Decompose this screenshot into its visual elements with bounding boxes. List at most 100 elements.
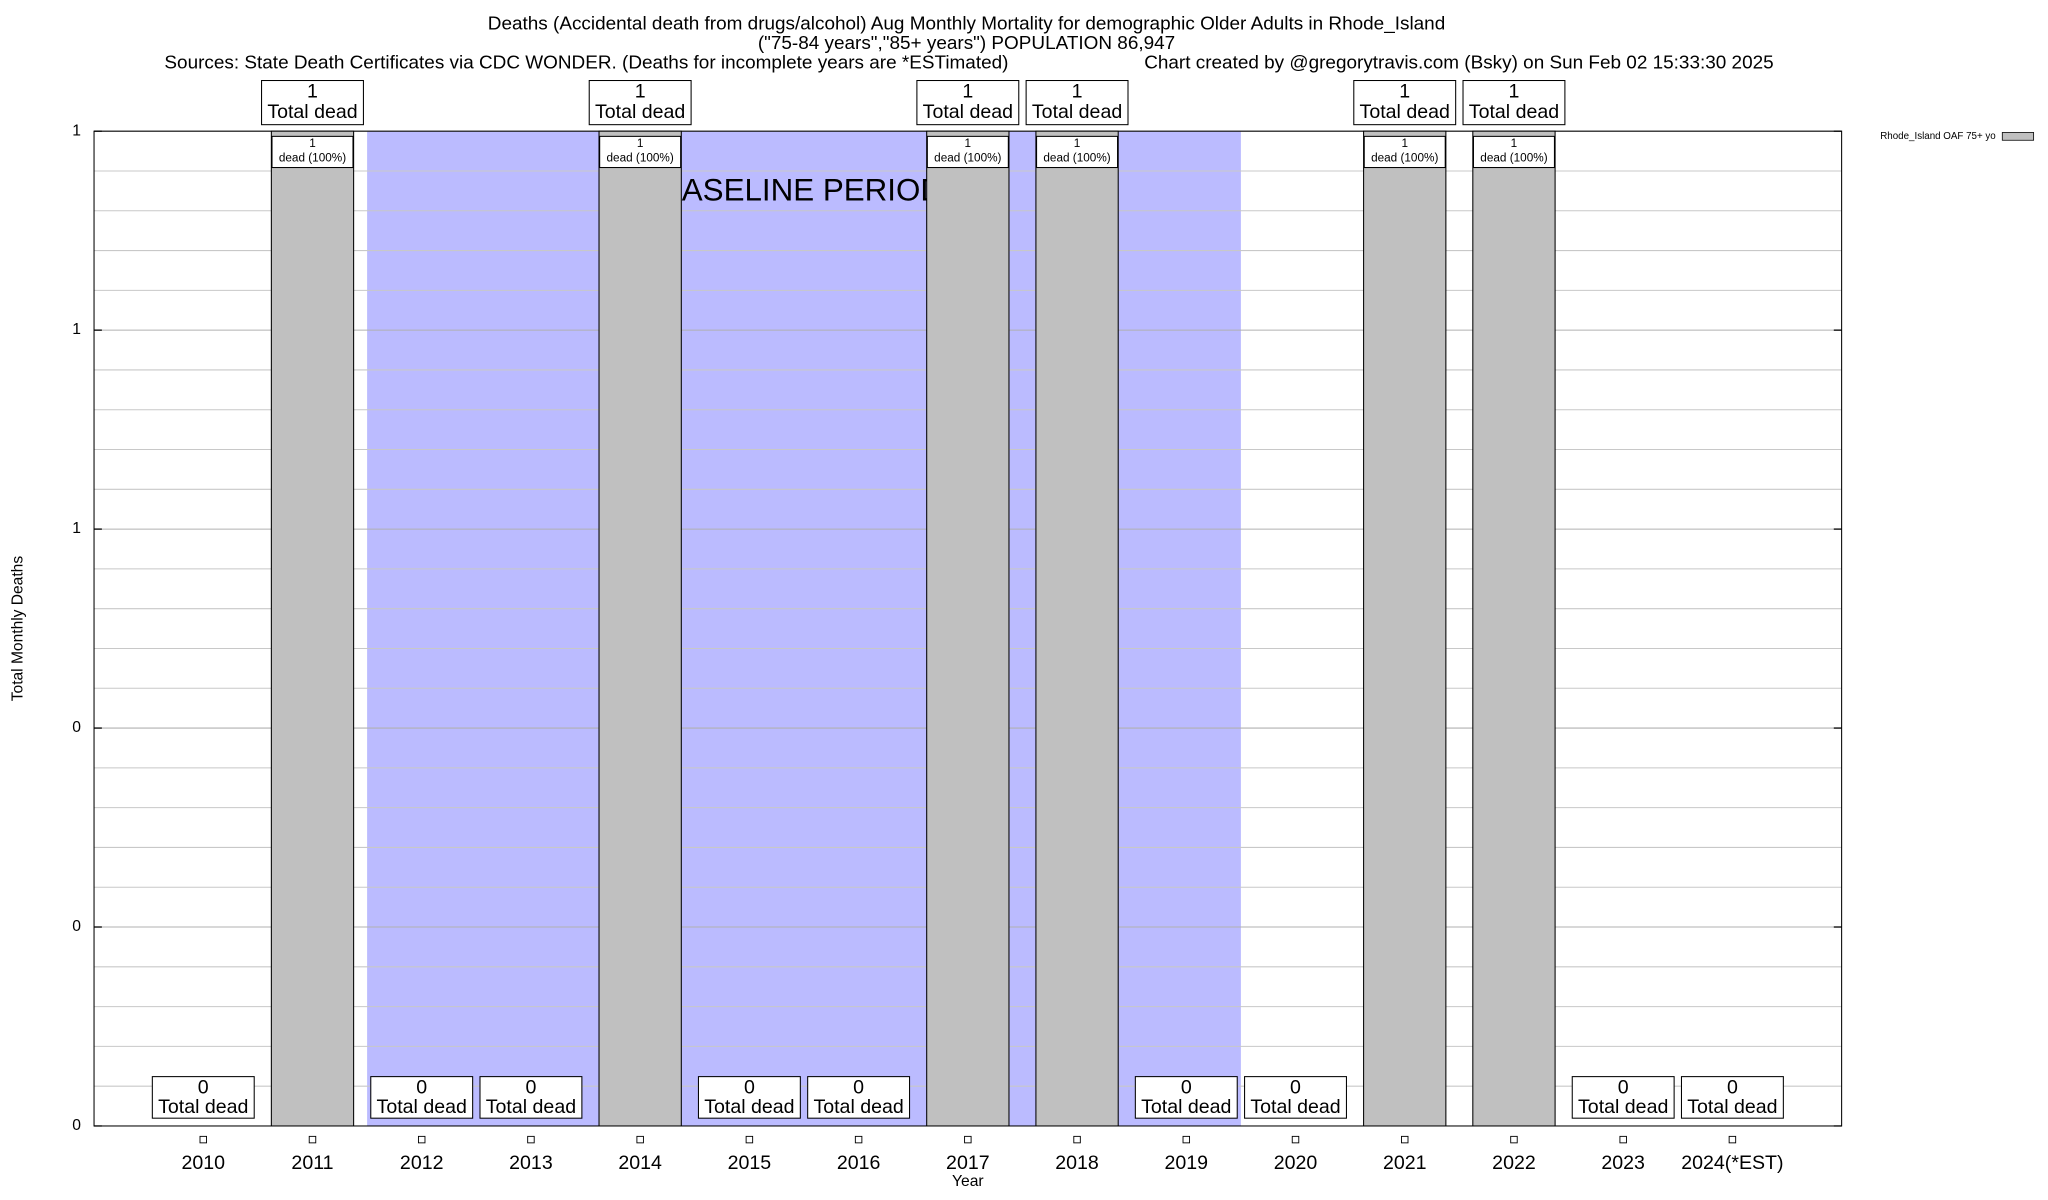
x-tick-marker (199, 1135, 207, 1144)
share-value-label: 1 (965, 137, 972, 150)
value-label: 1 (1399, 80, 1410, 102)
total-label: Total dead (1687, 1096, 1777, 1118)
total-label: Total dead (1578, 1096, 1668, 1118)
share-value-label: 1 (1401, 137, 1408, 150)
total-label: Total dead (1469, 101, 1559, 123)
share-label: dead (100%) (1480, 152, 1547, 165)
bar (1035, 130, 1119, 1127)
total-label-box (588, 80, 692, 126)
total-label: Total dead (158, 1096, 248, 1118)
x-tick-label: 2013 (509, 1152, 553, 1174)
value-label: 0 (416, 1077, 427, 1099)
x-tick-label: 2024(*EST) (1681, 1152, 1783, 1174)
share-label: dead (100%) (934, 152, 1001, 165)
total-label-box (1134, 1076, 1238, 1119)
value-label: 0 (744, 1077, 755, 1099)
x-tick-label: 2018 (1055, 1152, 1099, 1174)
credit: Chart created by @gregorytravis.com (Bsk… (1144, 53, 1773, 74)
value-label: 0 (1181, 1077, 1192, 1099)
share-label-box (1036, 135, 1119, 169)
sources: Sources: State Death Certificates via CD… (164, 53, 1008, 74)
total-label-box (1462, 80, 1566, 126)
total-label: Total dead (595, 101, 685, 123)
share-label: dead (100%) (1043, 152, 1110, 165)
x-tick-marker (308, 1135, 317, 1144)
total-label-box (1025, 80, 1129, 126)
x-tick-marker (1073, 1135, 1081, 1144)
x-tick-marker (1510, 1135, 1518, 1144)
bar (926, 130, 1010, 1127)
bar (270, 130, 355, 1127)
value-label: 0 (1618, 1077, 1629, 1099)
x-tick-label: 2017 (946, 1152, 990, 1174)
x-tick-marker (964, 1135, 972, 1144)
value-label: 1 (307, 80, 318, 102)
y-tick-label: 0 (72, 719, 81, 736)
x-tick-label: 2016 (837, 1152, 881, 1174)
y-tick-label: 1 (72, 520, 81, 537)
total-label-box (1571, 1076, 1675, 1119)
value-label: 0 (853, 1077, 864, 1099)
x-tick-marker (527, 1135, 535, 1144)
total-label-box (1353, 80, 1457, 126)
value-label: 0 (1727, 1077, 1738, 1099)
x-tick-marker (1291, 1135, 1300, 1144)
value-label: 1 (1072, 80, 1083, 102)
total-label-box (697, 1076, 801, 1119)
share-value-label: 1 (309, 137, 316, 150)
total-label: Total dead (1141, 1096, 1231, 1118)
x-tick-marker (854, 1135, 863, 1144)
total-label-box (151, 1076, 255, 1119)
total-label: Total dead (1032, 101, 1122, 123)
value-label: 0 (198, 1077, 209, 1099)
value-label: 0 (1290, 1077, 1301, 1099)
legend-label: Rhode_Island OAF 75+ yo (1880, 131, 1996, 142)
total-label-box (370, 1076, 474, 1119)
x-tick-label: 2015 (728, 1152, 772, 1174)
value-label: 1 (962, 80, 973, 102)
total-label-box (479, 1076, 583, 1119)
x-tick-label: 2023 (1601, 1152, 1645, 1174)
x-tick-marker (1619, 1135, 1627, 1144)
total-label: Total dead (377, 1096, 467, 1118)
y-tick-label: 0 (72, 1117, 81, 1134)
total-label-box (261, 80, 364, 126)
chart-subtitle: ("75-84 years","85+ years") POPULATION 8… (758, 33, 1175, 54)
total-label: Total dead (704, 1096, 794, 1118)
y-tick-label: 1 (72, 122, 81, 139)
bar (1363, 130, 1447, 1127)
total-label: Total dead (923, 101, 1013, 123)
y-axis-label: Total Monthly Deaths (9, 556, 26, 702)
share-label-box (926, 135, 1009, 169)
x-tick-marker (745, 1135, 754, 1144)
total-label-box (807, 1076, 911, 1119)
x-tick-label: 2019 (1165, 1152, 1209, 1174)
x-tick-label: 2010 (181, 1152, 225, 1174)
total-label: Total dead (1250, 1096, 1340, 1118)
y-tick-label: 1 (72, 321, 81, 338)
total-label-box (916, 80, 1020, 126)
share-label-box (599, 135, 682, 169)
bar (598, 130, 682, 1127)
x-tick-label: 2021 (1383, 1152, 1427, 1174)
x-tick-label: 2012 (400, 1152, 444, 1174)
share-label-box (1363, 135, 1446, 169)
share-label: dead (100%) (1371, 152, 1438, 165)
value-label: 1 (635, 80, 646, 102)
x-tick-label: 2011 (291, 1152, 333, 1174)
value-label: 0 (525, 1077, 536, 1099)
baseline-label: BASELINE PERIOD (661, 173, 943, 208)
share-label: dead (100%) (279, 152, 346, 165)
x-tick-label: 2014 (618, 1152, 662, 1174)
total-label: Total dead (1360, 101, 1450, 123)
share-label: dead (100%) (607, 152, 674, 165)
x-tick-marker (1728, 1135, 1737, 1144)
x-axis-label: Year (952, 1173, 984, 1190)
x-tick-marker (1182, 1135, 1191, 1144)
bar (1472, 130, 1556, 1127)
x-tick-marker (1401, 1135, 1409, 1144)
value-label: 1 (1509, 80, 1520, 102)
total-label-box (1244, 1076, 1347, 1119)
